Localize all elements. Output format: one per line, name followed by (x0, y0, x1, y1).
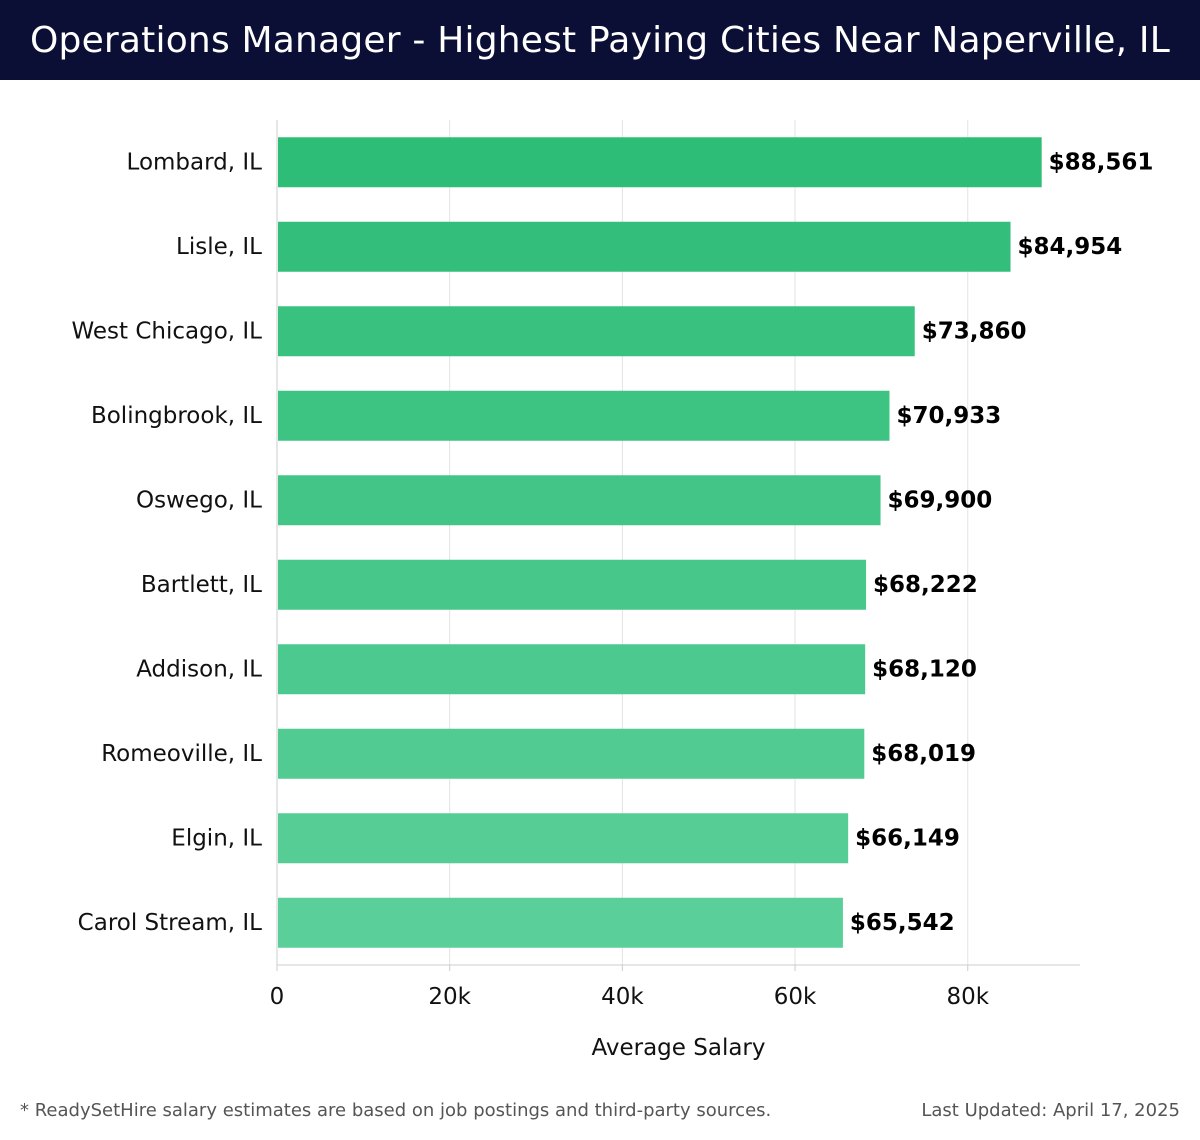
bar-3 (278, 390, 890, 441)
category-label-0: Lombard, IL (127, 149, 263, 175)
bar-6 (278, 644, 866, 695)
value-label-2: $73,860 (922, 318, 1027, 344)
value-label-5: $68,222 (873, 572, 978, 598)
category-label-2: West Chicago, IL (71, 318, 262, 344)
x-tick-label-0: 0 (270, 984, 285, 1010)
category-label-6: Addison, IL (136, 656, 262, 682)
x-tick-label-4: 80k (946, 984, 989, 1010)
category-label-8: Elgin, IL (171, 825, 262, 851)
value-label-9: $65,542 (850, 910, 955, 936)
bar-2 (278, 306, 915, 357)
x-axis-title: Average Salary (591, 1035, 765, 1061)
last-updated: Last Updated: April 17, 2025 (921, 1100, 1180, 1121)
chart-title: Operations Manager - Highest Paying Citi… (29, 19, 1170, 61)
category-label-7: Romeoville, IL (101, 741, 262, 767)
category-label-3: Bolingbrook, IL (91, 403, 262, 429)
category-label-5: Bartlett, IL (141, 572, 262, 598)
chart-header: Operations Manager - Highest Paying Citi… (0, 0, 1200, 80)
x-tick-label-2: 40k (601, 984, 644, 1010)
footer-note: * ReadySetHire salary estimates are base… (20, 1100, 772, 1121)
value-label-7: $68,019 (871, 741, 976, 767)
bar-7 (278, 728, 865, 779)
bar-4 (278, 475, 881, 526)
bar-5 (278, 559, 867, 610)
x-tick-label-3: 60k (774, 984, 817, 1010)
bar-1 (278, 221, 1011, 272)
value-label-1: $84,954 (1018, 234, 1123, 260)
salary-bar-chart: Lombard, IL $88,561 Lisle, IL $84,954 West C… (71, 120, 1154, 1061)
value-label-3: $70,933 (896, 403, 1001, 429)
value-label-0: $88,561 (1049, 149, 1154, 175)
bar-8 (278, 813, 849, 864)
value-label-8: $66,149 (855, 825, 960, 851)
category-label-9: Carol Stream, IL (78, 910, 263, 936)
value-label-4: $69,900 (888, 487, 993, 513)
value-label-6: $68,120 (872, 656, 977, 682)
category-label-4: Oswego, IL (136, 487, 262, 513)
bar-0 (278, 137, 1042, 188)
bar-9 (278, 897, 843, 948)
x-tick-label-1: 20k (428, 984, 471, 1010)
category-label-1: Lisle, IL (176, 234, 262, 260)
